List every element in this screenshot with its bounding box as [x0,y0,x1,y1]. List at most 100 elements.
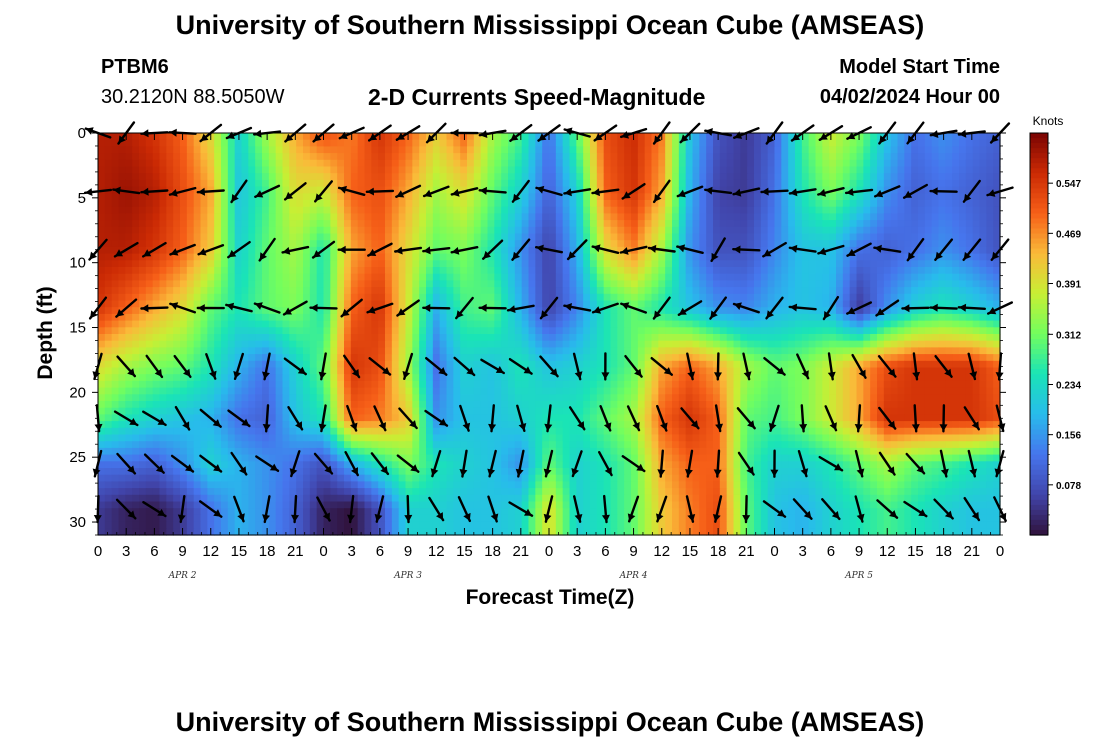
heatmap-cell [419,313,427,322]
heatmap-cell [159,334,167,342]
heatmap-cell [562,360,571,369]
heatmap-cell [186,293,195,302]
heatmap-cell [760,206,769,214]
heatmap-cell [747,320,755,328]
heatmap-cell [303,293,311,302]
heatmap-cell [159,367,167,375]
heatmap-cell [432,220,441,228]
heatmap-cell [357,347,366,355]
heatmap-cell [965,334,974,342]
heatmap-cell [391,173,400,181]
heatmap-cell [890,360,899,369]
heatmap-cell [378,293,386,302]
heatmap-cell [795,340,803,348]
heatmap-cell [405,280,413,288]
heatmap-cell [296,226,304,235]
heatmap-cell [439,273,448,281]
heatmap-cell [255,380,263,389]
heatmap-cell [303,374,311,382]
heatmap-cell [644,179,653,188]
heatmap-cell [446,146,454,154]
heatmap-cell [672,380,680,389]
heatmap-cell [173,380,181,389]
heatmap-cell [760,347,769,355]
heatmap-cell [822,347,830,355]
heatmap-cell [344,354,352,362]
heatmap-cell [200,367,208,375]
heatmap-cell [644,287,653,295]
heatmap-cell [651,240,659,248]
heatmap-cell [849,273,858,281]
heatmap-cell [808,226,817,235]
heatmap-cell [863,220,871,228]
heatmap-cell [555,307,564,315]
heatmap-cell [145,166,154,174]
heatmap-cell [801,307,810,315]
heatmap-cell [446,253,454,261]
heatmap-cell [234,354,243,362]
heatmap-cell [241,307,249,315]
heatmap-cell [139,347,147,355]
heatmap-cell [473,273,482,281]
heatmap-cell [316,226,325,235]
heatmap-cell [139,246,147,255]
heatmap-cell [726,320,735,328]
heatmap-cell [132,307,140,315]
heatmap-cell [555,159,564,168]
heatmap-cell [535,354,543,362]
heatmap-cell [241,139,249,147]
heatmap-cell [692,273,700,281]
heatmap-cell [692,280,700,288]
heatmap-cell [186,360,195,369]
heatmap-cell [836,354,844,362]
heatmap-cell [774,293,782,302]
heatmap-cell [405,139,413,147]
heatmap-cell [412,200,420,208]
heatmap-cell [344,179,352,188]
heatmap-cell [979,293,987,302]
heatmap-cell [180,293,188,302]
heatmap-cell [241,159,249,168]
heatmap-cell [918,233,926,241]
heatmap-cell [883,253,892,261]
heatmap-cell [398,159,407,168]
heatmap-cell [938,340,946,348]
heatmap-cell [596,220,605,228]
heatmap-cell [624,146,632,154]
heatmap-cell [521,300,530,308]
heatmap-cell [282,327,290,335]
heatmap-cell [877,240,885,248]
heatmap-cell [207,173,215,181]
heatmap-cell [767,240,776,248]
heatmap-cell [897,200,905,208]
heatmap-cell [385,334,393,342]
heatmap-cell [528,367,536,375]
heatmap-cell [221,253,229,261]
heatmap-cell [760,334,769,342]
heatmap-cell [904,273,912,281]
heatmap-cell [986,139,994,147]
heatmap-cell [132,347,140,355]
heatmap-cell [344,273,352,281]
heatmap-cell [897,334,905,342]
heatmap-cell [822,253,830,261]
heatmap-cell [617,173,625,181]
heatmap-cell [754,173,762,181]
heatmap-cell [842,240,851,248]
heatmap-cell [330,267,338,275]
heatmap-cell [726,233,735,241]
heatmap-cell [569,206,577,214]
heatmap-cell [494,354,502,362]
heatmap-cell [316,293,325,302]
heatmap-cell [918,260,926,268]
heatmap-cell [924,193,933,201]
heatmap-cell [439,320,448,328]
heatmap-cell [774,213,782,221]
heatmap-cell [549,193,557,201]
heatmap-cell [897,354,905,362]
heatmap-cell [289,334,297,342]
heatmap-cell [473,367,482,375]
heatmap-cell [651,374,659,382]
heatmap-cell [398,327,407,335]
heatmap-cell [166,293,174,302]
